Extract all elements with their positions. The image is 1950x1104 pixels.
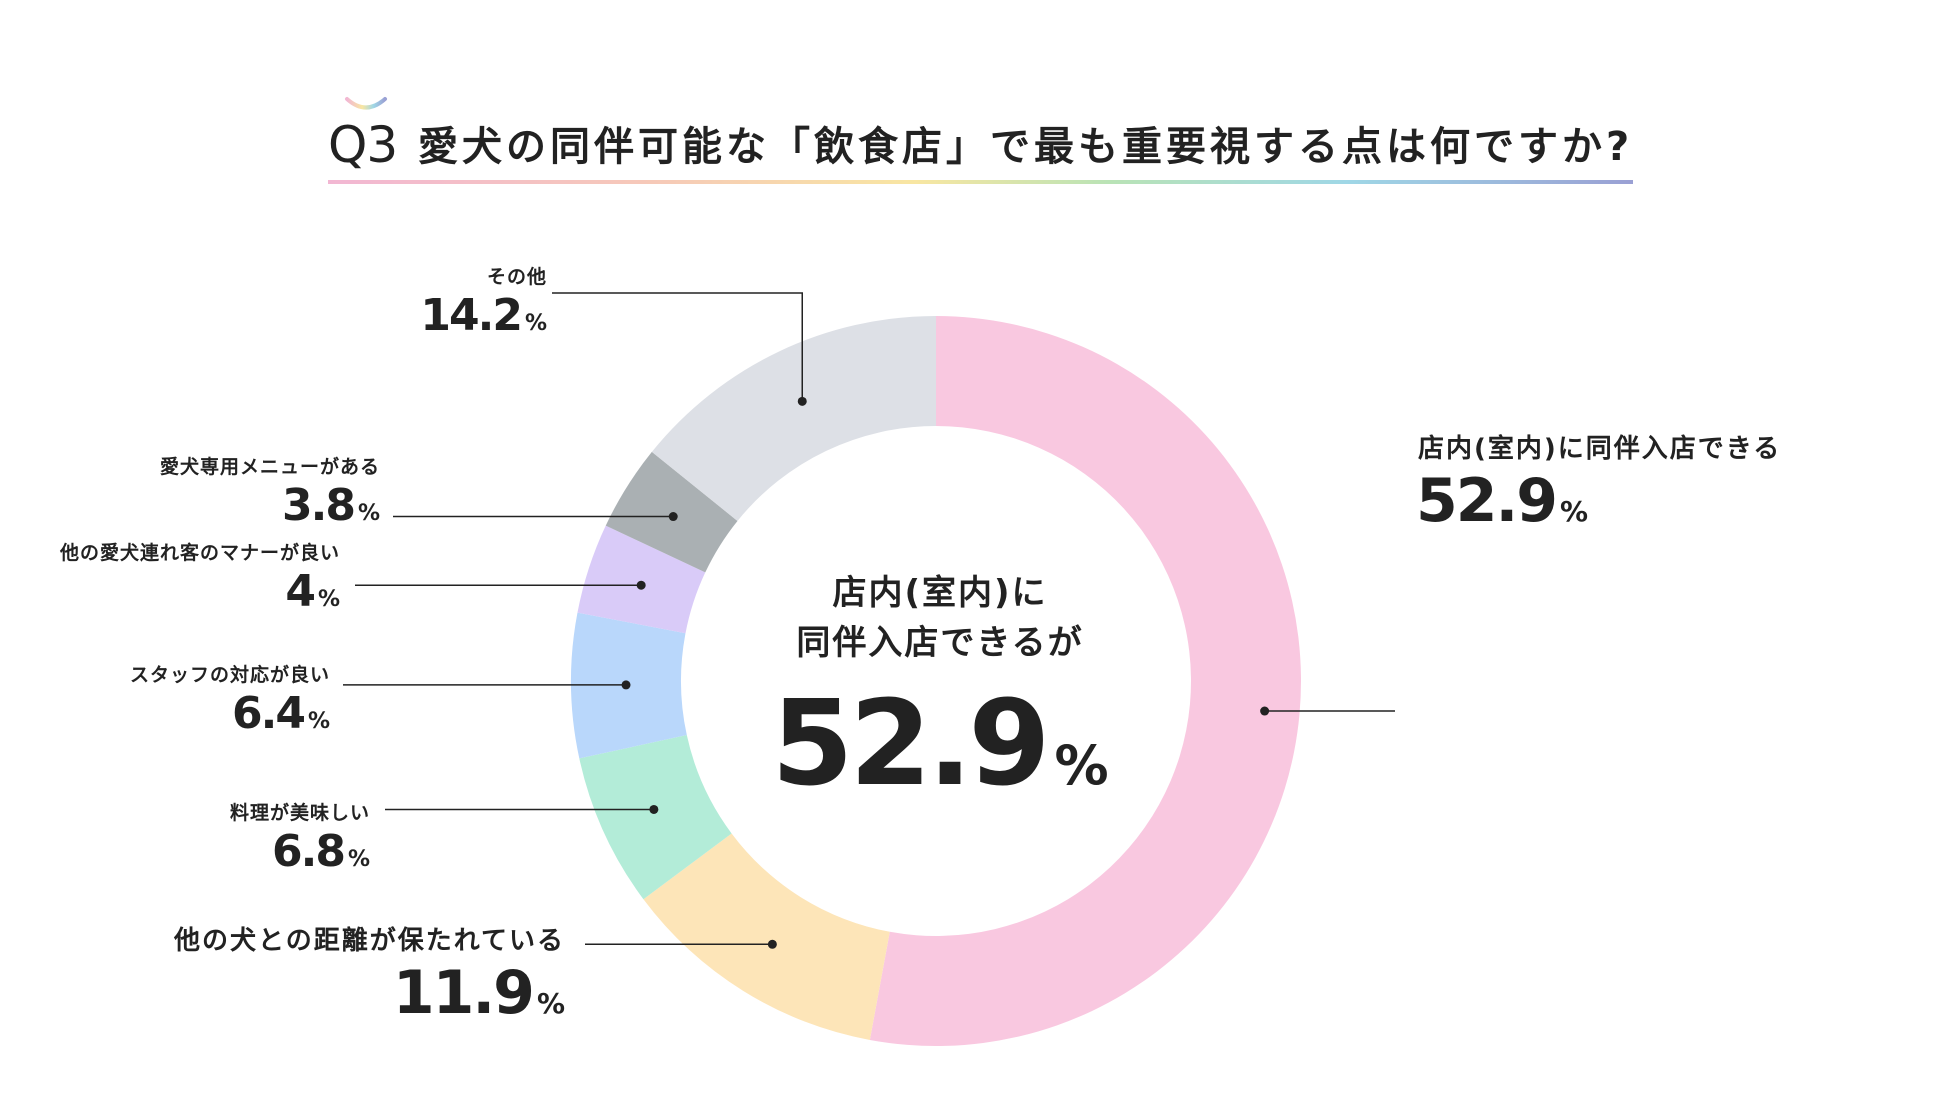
center-text-line1: 店内(室内)に [832,573,1048,613]
rainbow-arc-icon [345,97,387,110]
label-name-dog-menu: 愛犬専用メニューがある [159,456,380,478]
label-unit: % [347,847,370,872]
label-number: 6.4 [232,688,306,739]
label-name-distance: 他の犬との距離が保たれている [174,926,565,956]
leader-dot-2 [649,804,659,814]
center-value-number: 52.9 [771,674,1050,812]
leader-dot-5 [668,512,678,522]
label-number: 11.9 [392,958,535,1028]
label-unit: % [524,311,547,336]
center-value: 52.9% [740,674,1140,812]
chart-title-block: Q3 愛犬の同伴可能な「飲食店」で最も重要視する点は何ですか? [328,90,1633,190]
label-number: 4 [285,566,316,617]
label-number: 3.8 [282,480,356,531]
center-text-line2: 同伴入店できるが [796,623,1084,663]
label-value-indoor-entry: 52.9% [1416,466,1588,536]
center-summary: 店内(室内)に 同伴入店できるが 52.9% [740,568,1140,812]
label-name-other: その他 [486,266,547,288]
donut-slice-5 [605,451,738,573]
label-unit: % [357,501,380,526]
label-unit: % [536,987,565,1020]
center-value-unit: % [1054,734,1109,797]
label-unit: % [317,587,340,612]
title-gradient-underline [328,180,1633,184]
label-unit: % [307,709,330,734]
leader-dot-4 [636,580,646,590]
question-number: Q3 [328,116,398,174]
label-unit: % [1560,495,1589,528]
label-value-other: 14.2% [420,290,547,341]
leader-line-6 [552,292,803,402]
donut-slice-4 [577,525,706,634]
label-number: 6.8 [272,826,346,877]
donut-slice-6 [651,316,936,521]
label-name-indoor-entry: 店内(室内)に同伴入店できる [1418,434,1782,464]
label-value-staff: 6.4% [232,688,330,739]
label-value-dog-menu: 3.8% [282,480,380,531]
label-value-distance: 11.9% [393,958,565,1028]
leader-dot-6 [797,396,807,406]
label-name-manners: 他の愛犬連れ客のマナーが良い [59,542,340,564]
chart-title: 愛犬の同伴可能な「飲食店」で最も重要視する点は何ですか? [418,124,1634,170]
donut-slice-1 [643,833,890,1040]
donut-slice-0 [869,316,1301,1046]
label-name-food: 料理が美味しい [229,802,370,824]
label-number: 14.2 [420,290,523,341]
donut-slice-2 [579,735,732,900]
leader-dot-3 [621,680,631,690]
leader-dot-1 [767,939,777,949]
label-value-manners: 4% [285,566,340,617]
label-value-food: 6.8% [272,826,370,877]
leader-dot-0 [1260,706,1270,716]
label-name-staff: スタッフの対応が良い [129,664,330,686]
label-number: 52.9 [1416,466,1558,536]
